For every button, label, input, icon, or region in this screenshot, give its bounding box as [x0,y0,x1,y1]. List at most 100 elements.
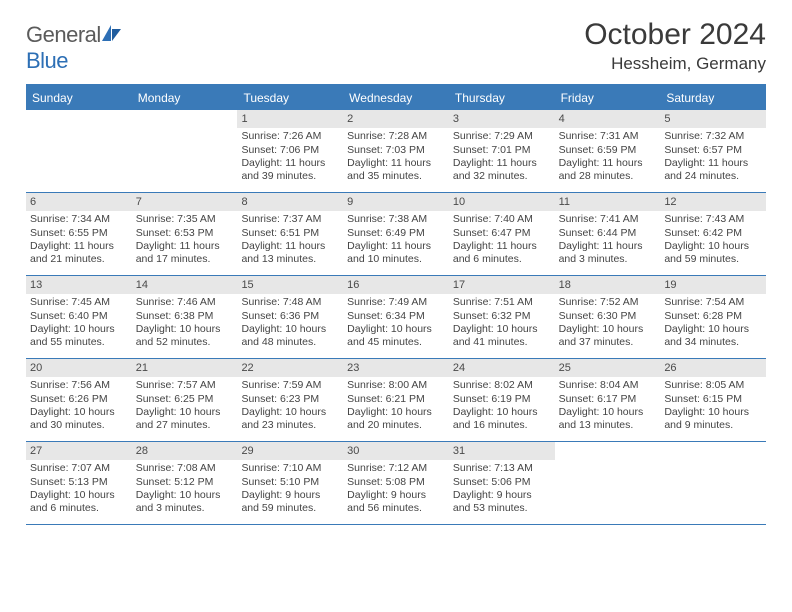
day-body: Sunrise: 7:26 AMSunset: 7:06 PMDaylight:… [237,128,343,188]
day-number: 31 [449,442,555,460]
day-body: Sunrise: 7:43 AMSunset: 6:42 PMDaylight:… [660,211,766,271]
day-cell: 15Sunrise: 7:48 AMSunset: 6:36 PMDayligh… [237,276,343,358]
day-cell: 22Sunrise: 7:59 AMSunset: 6:23 PMDayligh… [237,359,343,441]
day-number: 14 [132,276,238,294]
daylight-line: Daylight: 11 hours and 24 minutes. [664,157,762,184]
weekday-friday: Friday [555,86,661,110]
daylight-line: Daylight: 10 hours and 48 minutes. [241,323,339,350]
day-body [555,460,661,466]
weekday-wednesday: Wednesday [343,86,449,110]
day-body: Sunrise: 7:32 AMSunset: 6:57 PMDaylight:… [660,128,766,188]
day-body: Sunrise: 7:07 AMSunset: 5:13 PMDaylight:… [26,460,132,520]
day-body: Sunrise: 7:49 AMSunset: 6:34 PMDaylight:… [343,294,449,354]
day-cell: 17Sunrise: 7:51 AMSunset: 6:32 PMDayligh… [449,276,555,358]
daylight-line: Daylight: 10 hours and 41 minutes. [453,323,551,350]
day-cell: 30Sunrise: 7:12 AMSunset: 5:08 PMDayligh… [343,442,449,524]
day-number: 4 [555,110,661,128]
day-number: 27 [26,442,132,460]
daylight-line: Daylight: 10 hours and 27 minutes. [136,406,234,433]
day-body: Sunrise: 7:54 AMSunset: 6:28 PMDaylight:… [660,294,766,354]
week-row: 20Sunrise: 7:56 AMSunset: 6:26 PMDayligh… [26,359,766,442]
day-cell: 28Sunrise: 7:08 AMSunset: 5:12 PMDayligh… [132,442,238,524]
sunset-line: Sunset: 6:53 PM [136,227,234,240]
day-cell: 12Sunrise: 7:43 AMSunset: 6:42 PMDayligh… [660,193,766,275]
weekday-header-row: SundayMondayTuesdayWednesdayThursdayFrid… [26,86,766,110]
sunrise-line: Sunrise: 7:52 AM [559,296,657,309]
sunset-line: Sunset: 6:44 PM [559,227,657,240]
sunset-line: Sunset: 6:26 PM [30,393,128,406]
day-number: 16 [343,276,449,294]
sunset-line: Sunset: 5:13 PM [30,476,128,489]
sunrise-line: Sunrise: 7:26 AM [241,130,339,143]
day-body: Sunrise: 7:40 AMSunset: 6:47 PMDaylight:… [449,211,555,271]
week-row: 27Sunrise: 7:07 AMSunset: 5:13 PMDayligh… [26,442,766,525]
sunrise-line: Sunrise: 7:37 AM [241,213,339,226]
sunrise-line: Sunrise: 8:00 AM [347,379,445,392]
day-number: 24 [449,359,555,377]
day-cell: 26Sunrise: 8:05 AMSunset: 6:15 PMDayligh… [660,359,766,441]
daylight-line: Daylight: 10 hours and 45 minutes. [347,323,445,350]
day-cell: 9Sunrise: 7:38 AMSunset: 6:49 PMDaylight… [343,193,449,275]
day-number: 13 [26,276,132,294]
daylight-line: Daylight: 9 hours and 53 minutes. [453,489,551,516]
brand-text: GeneralBlue [26,22,123,74]
day-cell: 16Sunrise: 7:49 AMSunset: 6:34 PMDayligh… [343,276,449,358]
calendar-grid: SundayMondayTuesdayWednesdayThursdayFrid… [26,84,766,525]
day-number: 8 [237,193,343,211]
sunrise-line: Sunrise: 8:04 AM [559,379,657,392]
day-body: Sunrise: 7:51 AMSunset: 6:32 PMDaylight:… [449,294,555,354]
day-cell: 3Sunrise: 7:29 AMSunset: 7:01 PMDaylight… [449,110,555,192]
sunrise-line: Sunrise: 7:43 AM [664,213,762,226]
day-body: Sunrise: 7:28 AMSunset: 7:03 PMDaylight:… [343,128,449,188]
sunrise-line: Sunrise: 7:41 AM [559,213,657,226]
day-number: 11 [555,193,661,211]
sail-icon [101,24,123,42]
daylight-line: Daylight: 11 hours and 32 minutes. [453,157,551,184]
sunrise-line: Sunrise: 8:05 AM [664,379,762,392]
sunset-line: Sunset: 6:19 PM [453,393,551,406]
day-cell: 19Sunrise: 7:54 AMSunset: 6:28 PMDayligh… [660,276,766,358]
daylight-line: Daylight: 10 hours and 59 minutes. [664,240,762,267]
day-cell: 10Sunrise: 7:40 AMSunset: 6:47 PMDayligh… [449,193,555,275]
daylight-line: Daylight: 11 hours and 6 minutes. [453,240,551,267]
daylight-line: Daylight: 10 hours and 37 minutes. [559,323,657,350]
daylight-line: Daylight: 11 hours and 21 minutes. [30,240,128,267]
weekday-saturday: Saturday [660,86,766,110]
sunset-line: Sunset: 5:12 PM [136,476,234,489]
brand-part2: Blue [26,48,68,73]
sunrise-line: Sunrise: 7:51 AM [453,296,551,309]
sunset-line: Sunset: 6:23 PM [241,393,339,406]
day-cell: 14Sunrise: 7:46 AMSunset: 6:38 PMDayligh… [132,276,238,358]
header: GeneralBlue October 2024 Hessheim, Germa… [26,18,766,74]
daylight-line: Daylight: 10 hours and 23 minutes. [241,406,339,433]
daylight-line: Daylight: 11 hours and 28 minutes. [559,157,657,184]
day-number: 17 [449,276,555,294]
weekday-sunday: Sunday [26,86,132,110]
sunset-line: Sunset: 7:01 PM [453,144,551,157]
day-cell: 6Sunrise: 7:34 AMSunset: 6:55 PMDaylight… [26,193,132,275]
day-cell: 23Sunrise: 8:00 AMSunset: 6:21 PMDayligh… [343,359,449,441]
daylight-line: Daylight: 11 hours and 10 minutes. [347,240,445,267]
weekday-thursday: Thursday [449,86,555,110]
day-number: 15 [237,276,343,294]
day-cell: 31Sunrise: 7:13 AMSunset: 5:06 PMDayligh… [449,442,555,524]
day-number: 1 [237,110,343,128]
day-body: Sunrise: 7:31 AMSunset: 6:59 PMDaylight:… [555,128,661,188]
day-body: Sunrise: 7:48 AMSunset: 6:36 PMDaylight:… [237,294,343,354]
day-cell: 4Sunrise: 7:31 AMSunset: 6:59 PMDaylight… [555,110,661,192]
daylight-line: Daylight: 9 hours and 59 minutes. [241,489,339,516]
day-number: 12 [660,193,766,211]
sunrise-line: Sunrise: 7:29 AM [453,130,551,143]
daylight-line: Daylight: 10 hours and 34 minutes. [664,323,762,350]
day-number: 23 [343,359,449,377]
daylight-line: Daylight: 9 hours and 56 minutes. [347,489,445,516]
sunrise-line: Sunrise: 7:46 AM [136,296,234,309]
day-number: 6 [26,193,132,211]
day-body: Sunrise: 8:00 AMSunset: 6:21 PMDaylight:… [343,377,449,437]
sunset-line: Sunset: 6:47 PM [453,227,551,240]
day-body [26,128,132,134]
day-body: Sunrise: 8:05 AMSunset: 6:15 PMDaylight:… [660,377,766,437]
day-body: Sunrise: 7:37 AMSunset: 6:51 PMDaylight:… [237,211,343,271]
empty-cell: . [555,442,661,524]
calendar-page: GeneralBlue October 2024 Hessheim, Germa… [0,0,792,612]
